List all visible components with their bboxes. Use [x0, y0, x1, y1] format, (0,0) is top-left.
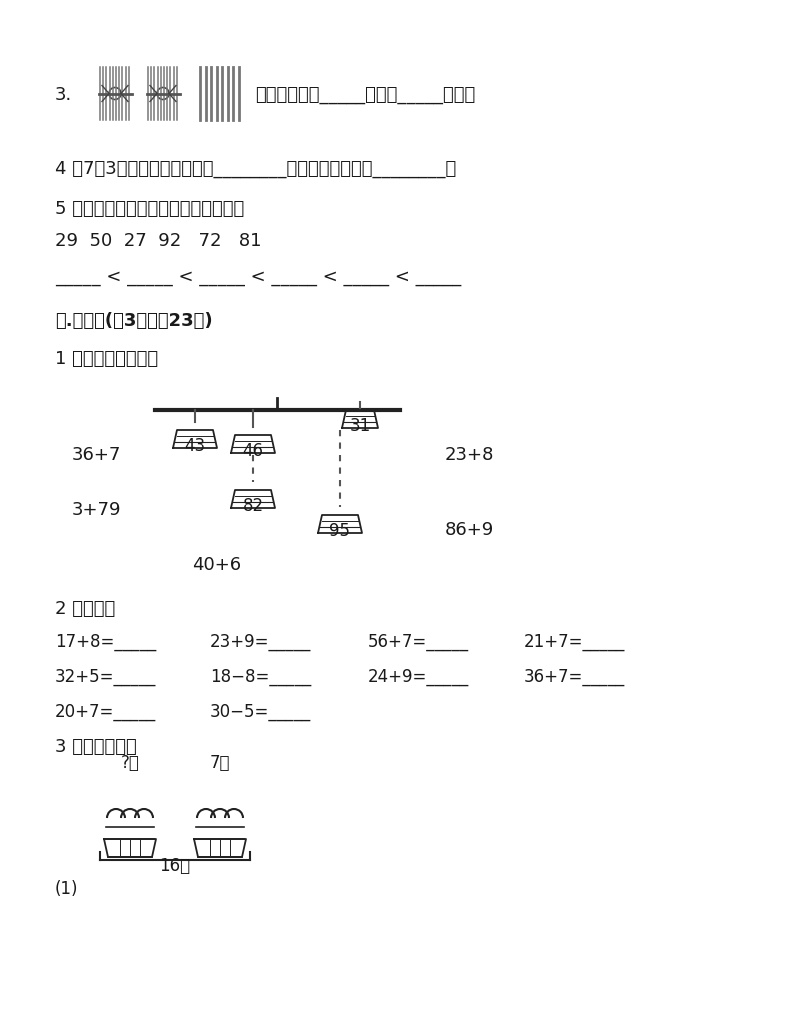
- Text: (1): (1): [55, 880, 79, 898]
- Text: 21+7=_____: 21+7=_____: [524, 633, 626, 651]
- Text: 5 把下面的数按从小到大的顺序排列。: 5 把下面的数按从小到大的顺序排列。: [55, 200, 245, 218]
- Text: 3.: 3.: [55, 86, 72, 104]
- Text: 29  50  27  92   72   81: 29 50 27 92 72 81: [55, 232, 261, 250]
- Text: 四.计算题(八3题，全23分): 四.计算题(八3题，全23分): [55, 313, 213, 330]
- Text: 23+9=_____: 23+9=_____: [210, 633, 311, 651]
- Text: ?个: ?个: [121, 754, 140, 772]
- Text: 86+9: 86+9: [445, 521, 494, 539]
- Text: 95: 95: [330, 522, 350, 540]
- Text: 3+79: 3+79: [72, 501, 121, 519]
- Text: 40+6: 40+6: [192, 556, 241, 574]
- Text: 36+7=_____: 36+7=_____: [524, 668, 625, 686]
- Text: 32+5=_____: 32+5=_____: [55, 668, 156, 686]
- Text: 31: 31: [349, 417, 371, 435]
- Text: 7个: 7个: [210, 754, 230, 772]
- Text: 23+8: 23+8: [445, 446, 495, 464]
- Text: 16个: 16个: [160, 857, 191, 875]
- Text: 46: 46: [242, 442, 264, 460]
- Text: 18−8=_____: 18−8=_____: [210, 668, 311, 686]
- Text: 2 算一算。: 2 算一算。: [55, 600, 115, 618]
- Text: 1 称重量，连一连。: 1 称重量，连一连。: [55, 350, 158, 368]
- Text: 30−5=_____: 30−5=_____: [210, 703, 311, 721]
- Text: _____ < _____ < _____ < _____ < _____ < _____: _____ < _____ < _____ < _____ < _____ < …: [55, 268, 461, 286]
- Text: 56+7=_____: 56+7=_____: [368, 633, 469, 651]
- Text: 20+7=_____: 20+7=_____: [55, 703, 156, 721]
- Text: 3 看图列式计算: 3 看图列式计算: [55, 738, 137, 756]
- Text: 82: 82: [242, 497, 264, 515]
- Text: 43: 43: [184, 437, 206, 455]
- Text: 36+7: 36+7: [72, 446, 121, 464]
- Text: 4 用7和3组成最大的两位数是________，最小的两位数是________。: 4 用7和3组成最大的两位数是________，最小的两位数是________。: [55, 160, 457, 178]
- Text: 24+9=_____: 24+9=_____: [368, 668, 469, 686]
- Text: 二十八里面有_____个十和_____个一。: 二十八里面有_____个十和_____个一。: [255, 86, 476, 104]
- Text: 17+8=_____: 17+8=_____: [55, 633, 156, 651]
